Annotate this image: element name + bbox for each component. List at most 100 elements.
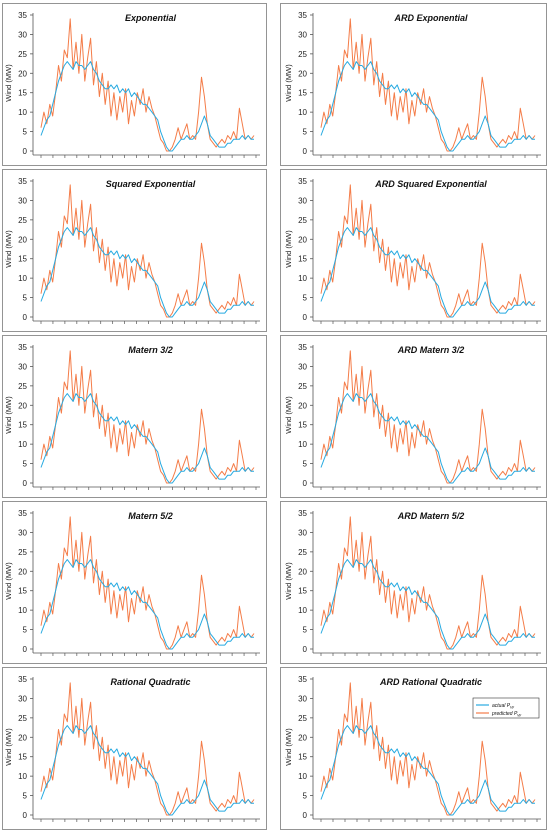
y-tick-label: 25 [298,50,307,59]
y-tick-label: 0 [303,313,308,322]
predicted-series-line [320,682,536,816]
y-tick-label: 30 [298,528,307,537]
predicted-series-line [40,184,255,318]
y-tick-label: 25 [18,216,27,225]
y-axis-label: Wind (MW) [284,562,293,600]
chart-title: ARD Matern 5/2 [397,511,465,521]
legend-actual-subscript: W [510,705,515,710]
y-tick-label: 30 [298,694,307,703]
y-tick-label: 25 [298,382,307,391]
y-axis-label: Wind (MW) [284,64,293,102]
y-tick-label: 15 [298,587,307,596]
chart-panel-5: 0 5 10 15 20 25 30 35 Wind (MW) Matern 3/2 [2,335,267,498]
predicted-series-line [40,682,255,816]
y-axis-label: Wind (MW) [4,64,13,102]
chart-panel-3: 0 5 10 15 20 25 30 35 Wind (MW) Squared Exponenti… [2,169,267,332]
predicted-series-line [320,184,536,318]
chart-title: Squared Exponential [106,179,196,189]
predicted-series-line [320,18,536,152]
y-tick-label: 35 [298,675,307,684]
y-tick-label: 20 [18,69,27,78]
y-tick-label: 0 [23,147,28,156]
y-tick-label: 15 [18,89,27,98]
panel-frame [2,335,267,498]
y-tick-label: 15 [18,421,27,430]
y-axis-label: Wind (MW) [284,728,293,766]
y-tick-label: 0 [303,811,308,820]
y-tick-label: 5 [303,792,308,801]
y-tick-label: 30 [18,196,27,205]
chart-panel-9: 0 5 10 15 20 25 30 35 Wind (MW) Rational Quadrati… [2,667,267,830]
actual-series-line [320,393,535,484]
actual-series-line [40,227,254,318]
chart-panel-4: 0 5 10 15 20 25 30 35 Wind (MW) ARD Squared Expon… [280,169,547,332]
actual-series-line [320,227,535,318]
chart-title: Matern 3/2 [128,345,173,355]
y-tick-label: 10 [18,772,27,781]
y-tick-label: 35 [298,343,307,352]
chart-title: Matern 5/2 [128,511,173,521]
y-tick-label: 5 [23,294,28,303]
y-tick-label: 5 [303,294,308,303]
chart-panel-10: 0 5 10 15 20 25 30 35 Wind (MW) ARD Rational Quad… [280,667,547,830]
y-tick-label: 10 [298,440,307,449]
y-tick-label: 0 [23,811,28,820]
y-tick-label: 5 [23,626,28,635]
y-tick-label: 20 [298,235,307,244]
panel-frame [280,501,547,664]
y-tick-label: 25 [18,548,27,557]
predicted-series-line [40,18,255,152]
legend-actual-label: actual PW [492,703,515,710]
actual-series-line [40,393,254,484]
y-tick-label: 5 [303,460,308,469]
actual-series-line [40,725,254,816]
actual-series-line [40,559,254,650]
y-tick-label: 15 [298,421,307,430]
y-tick-label: 20 [18,235,27,244]
y-tick-label: 15 [18,587,27,596]
actual-series-line [320,725,535,816]
y-tick-label: 25 [298,548,307,557]
predicted-series-line [320,516,536,650]
y-tick-label: 30 [298,196,307,205]
y-tick-label: 15 [298,89,307,98]
y-tick-label: 20 [298,567,307,576]
y-axis-label: Wind (MW) [4,230,13,268]
actual-series-line [320,559,535,650]
y-tick-label: 25 [298,714,307,723]
y-tick-label: 10 [18,606,27,615]
chart-title: ARD Exponential [393,13,468,23]
y-tick-label: 20 [18,733,27,742]
y-tick-label: 35 [18,11,27,20]
predicted-series-line [40,516,255,650]
y-tick-label: 25 [18,714,27,723]
chart-panel-6: 0 5 10 15 20 25 30 35 Wind (MW) ARD Matern 3/2 [280,335,547,498]
y-tick-label: 35 [18,343,27,352]
chart-panel-8: 0 5 10 15 20 25 30 35 Wind (MW) ARD Matern 5/2 [280,501,547,664]
y-tick-label: 15 [298,255,307,264]
legend-box [472,697,540,719]
chart-panel-1: 0 5 10 15 20 25 30 35 Wind (MW) Exponential [2,3,267,166]
y-tick-label: 0 [303,479,308,488]
y-tick-label: 10 [18,440,27,449]
y-tick-label: 25 [298,216,307,225]
y-tick-label: 15 [298,753,307,762]
y-axis-label: Wind (MW) [4,396,13,434]
y-tick-label: 0 [23,479,28,488]
y-tick-label: 5 [303,128,308,137]
predicted-series-line [320,350,536,484]
chart-panel-2: 0 5 10 15 20 25 30 35 Wind (MW) ARD Exponential [280,3,547,166]
y-tick-label: 35 [298,509,307,518]
panel-frame [280,335,547,498]
y-tick-label: 30 [18,528,27,537]
chart-title: ARD Squared Exponential [374,179,487,189]
y-tick-label: 0 [23,313,28,322]
y-tick-label: 5 [23,792,28,801]
panel-frame [2,667,267,830]
panel-frame [2,169,267,332]
y-tick-label: 20 [298,69,307,78]
y-tick-label: 35 [18,675,27,684]
y-tick-label: 35 [298,11,307,20]
y-tick-label: 0 [303,645,308,654]
